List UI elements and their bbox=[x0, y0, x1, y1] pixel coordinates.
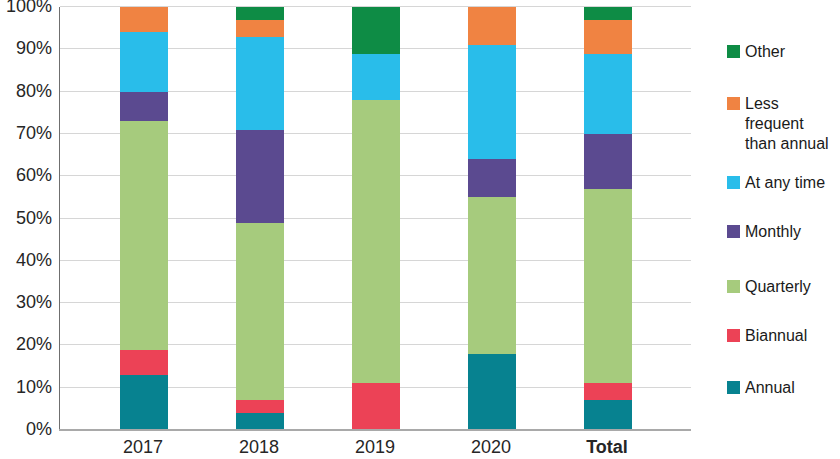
legend-swatch-quarterly bbox=[727, 280, 740, 293]
x-axis-line bbox=[59, 429, 691, 431]
bar-2019 bbox=[352, 7, 400, 430]
segment-at-any-time-total bbox=[584, 54, 632, 134]
segment-other-total bbox=[584, 7, 632, 20]
legend-item-other: Other bbox=[727, 42, 839, 62]
segment-annual-total bbox=[584, 400, 632, 430]
bar-2017 bbox=[120, 7, 168, 430]
stacked-bar-chart: Other Less frequent than annual At any t… bbox=[0, 0, 840, 459]
y-axis-tick-30: 30% bbox=[0, 292, 52, 312]
segment-other-2019 bbox=[352, 7, 400, 54]
legend-item-monthly: Monthly bbox=[727, 222, 839, 242]
segment-at-any-time-2017 bbox=[120, 32, 168, 91]
y-axis-tick-90: 90% bbox=[0, 38, 52, 58]
bar-2018 bbox=[236, 7, 284, 430]
y-axis-tick-20: 20% bbox=[0, 334, 52, 354]
segment-monthly-2017 bbox=[120, 92, 168, 122]
y-axis-tick-10: 10% bbox=[0, 377, 52, 397]
plot-area bbox=[59, 7, 691, 430]
legend-item-at-any-time: At any time bbox=[727, 173, 839, 193]
legend-item-annual: Annual bbox=[727, 378, 839, 398]
x-axis-label-2018: 2018 bbox=[214, 437, 304, 457]
legend-swatch-monthly bbox=[727, 225, 740, 238]
legend-swatch-less-frequent-than-annual bbox=[727, 97, 740, 110]
x-axis-label-2019: 2019 bbox=[330, 437, 420, 457]
y-axis-tick-70: 70% bbox=[0, 123, 52, 143]
y-axis-tick-40: 40% bbox=[0, 250, 52, 270]
legend-label-other: Other bbox=[745, 42, 785, 62]
segment-quarterly-total bbox=[584, 189, 632, 384]
segment-biannual-2018 bbox=[236, 400, 284, 413]
x-axis-label-2017: 2017 bbox=[98, 437, 188, 457]
segment-quarterly-2017 bbox=[120, 121, 168, 349]
y-axis-tick-100: 100% bbox=[0, 0, 52, 16]
legend-swatch-at-any-time bbox=[727, 176, 740, 189]
legend-label-biannual: Biannual bbox=[745, 326, 807, 346]
segment-at-any-time-2020 bbox=[468, 45, 516, 159]
segment-monthly-2020 bbox=[468, 159, 516, 197]
segment-annual-2018 bbox=[236, 413, 284, 430]
segment-at-any-time-2018 bbox=[236, 37, 284, 130]
legend-label-quarterly: Quarterly bbox=[745, 277, 811, 297]
legend-swatch-annual bbox=[727, 381, 740, 394]
segment-quarterly-2019 bbox=[352, 100, 400, 383]
segment-less-frequent-than-annual-2017 bbox=[120, 7, 168, 32]
segment-less-frequent-than-annual-2020 bbox=[468, 7, 516, 45]
y-axis-tick-50: 50% bbox=[0, 208, 52, 228]
legend-item-biannual: Biannual bbox=[727, 326, 839, 346]
segment-biannual-2017 bbox=[120, 350, 168, 375]
legend-swatch-other bbox=[727, 45, 740, 58]
bar-total bbox=[584, 7, 632, 430]
segment-monthly-2018 bbox=[236, 130, 284, 223]
legend-label-less-frequent-than-annual: Less frequent than annual bbox=[745, 94, 839, 154]
segment-quarterly-2018 bbox=[236, 223, 284, 401]
legend-item-less-frequent-than-annual: Less frequent than annual bbox=[727, 94, 839, 154]
x-axis-label-2020: 2020 bbox=[446, 437, 536, 457]
segment-less-frequent-than-annual-total bbox=[584, 20, 632, 54]
legend-item-quarterly: Quarterly bbox=[727, 277, 839, 297]
segment-biannual-2019 bbox=[352, 383, 400, 430]
segment-other-2018 bbox=[236, 7, 284, 20]
segment-less-frequent-than-annual-2018 bbox=[236, 20, 284, 37]
segment-annual-2017 bbox=[120, 375, 168, 430]
segment-at-any-time-2019 bbox=[352, 54, 400, 101]
legend-label-at-any-time: At any time bbox=[745, 173, 825, 193]
y-axis-tick-80: 80% bbox=[0, 81, 52, 101]
legend-label-monthly: Monthly bbox=[745, 222, 801, 242]
legend-label-annual: Annual bbox=[745, 378, 795, 398]
y-axis-tick-60: 60% bbox=[0, 165, 52, 185]
bar-2020 bbox=[468, 7, 516, 430]
legend-swatch-biannual bbox=[727, 329, 740, 342]
segment-quarterly-2020 bbox=[468, 197, 516, 354]
segment-monthly-total bbox=[584, 134, 632, 189]
y-axis-tick-0: 0% bbox=[0, 419, 52, 439]
x-axis-label-total: Total bbox=[562, 437, 652, 457]
segment-annual-2020 bbox=[468, 354, 516, 430]
segment-biannual-total bbox=[584, 383, 632, 400]
